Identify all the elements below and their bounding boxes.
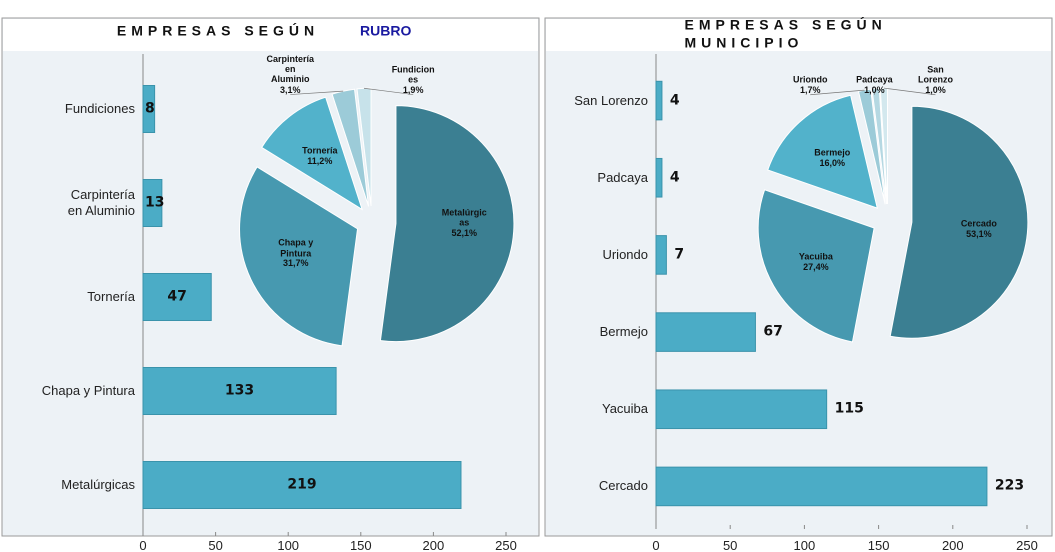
category-label: San Lorenzo (574, 92, 648, 108)
pie-value-label: 1,0% (925, 84, 946, 95)
category-label: Uriondo (602, 246, 648, 262)
pie-label: Chapa y Pintura (278, 237, 314, 258)
pie-value-label: 27,4% (803, 261, 829, 272)
pie-slice (757, 189, 875, 343)
category-label: Yacuiba (601, 401, 648, 417)
bar (655, 235, 667, 275)
leader-line (810, 89, 865, 96)
pie-slice (889, 105, 1029, 339)
value-label: 219 (287, 476, 317, 493)
x-tick-label: 0 (139, 537, 147, 552)
bar (655, 466, 988, 507)
bar (142, 273, 212, 321)
bar (655, 80, 663, 121)
category-label: Chapa y Pintura (41, 382, 135, 398)
bar (142, 179, 163, 227)
pie-value-label: 52,1% (451, 228, 477, 239)
leader-line (883, 87, 936, 96)
pie-label: Padcaya (856, 74, 893, 85)
x-tick-label: 50 (722, 537, 738, 552)
value-label: 13 (145, 194, 165, 211)
category-label: Cercado (598, 478, 648, 494)
pie-value-label: 16,0% (819, 158, 845, 169)
x-tick-label: 250 (1016, 537, 1038, 552)
pie-label: Bermejo (814, 147, 851, 158)
leader-line (363, 87, 414, 95)
category-label: Padcaya (597, 169, 648, 185)
value-label: 115 (834, 400, 864, 417)
value-label: 7 (674, 246, 685, 263)
pie-slice (239, 166, 359, 347)
value-label: 4 (669, 91, 680, 108)
category-label: Bermejo (599, 323, 648, 339)
x-tick-label: 50 (208, 537, 223, 552)
bar (142, 461, 462, 509)
category-label: Carpintería en Aluminio (67, 186, 135, 218)
bar (655, 157, 663, 198)
pie-label: Yacuiba (798, 251, 833, 262)
value-label: 47 (167, 288, 187, 305)
pie-value-label: 11,2% (307, 155, 333, 166)
pie-value-label: 53,1% (966, 228, 992, 239)
bar (655, 389, 828, 430)
value-label: 67 (763, 323, 783, 340)
x-tick-label: 200 (941, 537, 964, 552)
x-tick-label: 150 (867, 537, 890, 552)
pie-label: Tornería (302, 145, 338, 156)
pie-value-label: 3,1% (280, 84, 301, 95)
pie-label: Carpintería en Aluminio (266, 53, 315, 85)
leader-line (290, 90, 344, 95)
x-tick-label: 100 (793, 537, 816, 552)
x-tick-label: 150 (349, 537, 372, 552)
value-label: 8 (145, 100, 155, 117)
x-tick-label: 0 (652, 537, 660, 552)
pie-label: Fundicion es (391, 63, 435, 85)
pie-value-label: 1,7% (799, 84, 821, 95)
value-label: 133 (224, 382, 255, 399)
pie-value-label: 31,7% (282, 258, 309, 269)
pie-label: Metalúrgic as (441, 207, 487, 228)
value-label: 223 (994, 477, 1025, 494)
value-label: 4 (669, 169, 680, 185)
bar (142, 85, 156, 133)
title-band (3, 19, 538, 51)
pie-slice (379, 105, 515, 343)
pie-slice (261, 96, 364, 211)
pie-value-label: 1,0% (864, 84, 885, 95)
title-band (546, 19, 1051, 51)
pie-slice (767, 94, 878, 209)
chart-title-suffix: RUBRO (352, 22, 420, 40)
category-label: Metalúrgicas (61, 476, 135, 492)
pie-slice (879, 87, 888, 205)
x-tick-label: 100 (277, 537, 300, 552)
chart-title: EMPRESAS SEGÚN MUNICIPIO (684, 16, 887, 51)
chart-title: EMPRESAS SEGÚN (116, 22, 320, 39)
category-label: Tornería (87, 288, 135, 304)
pie-value-label: 1,9% (402, 84, 424, 95)
x-tick-label: 250 (495, 537, 517, 552)
category-label: Fundiciones (64, 100, 135, 116)
leader-line (874, 88, 876, 95)
bar (655, 312, 756, 352)
bar (142, 367, 337, 415)
pie-label: Cercado (960, 218, 997, 229)
pie-label: Uriondo (792, 74, 828, 85)
pie-label: San Lorenzo (917, 64, 953, 85)
x-tick-label: 200 (422, 537, 445, 552)
